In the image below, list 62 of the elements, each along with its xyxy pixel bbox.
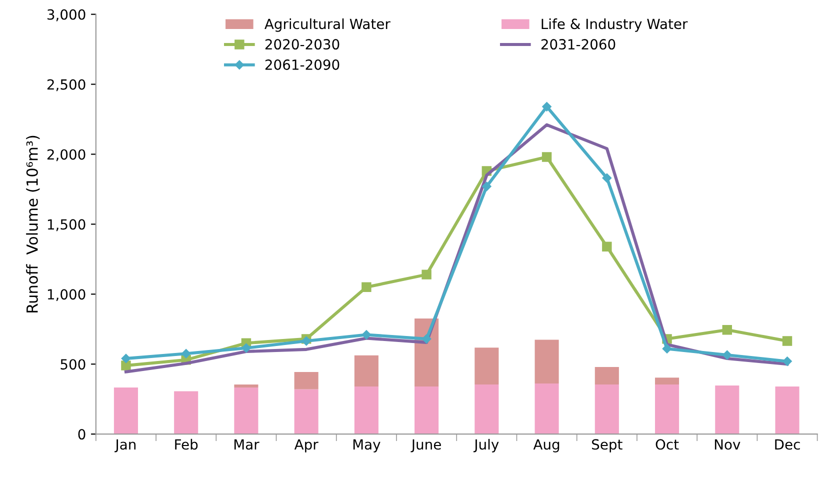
point xyxy=(482,182,492,192)
bar xyxy=(234,384,258,388)
x-tick-label: Mar xyxy=(234,439,260,450)
point xyxy=(782,356,792,366)
legend-label: 2061-2090 xyxy=(265,59,340,70)
bar xyxy=(414,386,439,434)
point xyxy=(542,102,552,112)
point xyxy=(662,344,672,354)
bar xyxy=(655,378,680,385)
bar xyxy=(354,355,378,386)
point xyxy=(602,242,612,252)
y-tick-label: 500 xyxy=(60,359,86,370)
x-tick-label: June xyxy=(410,439,441,452)
x-tick-label: Aug xyxy=(533,439,560,452)
point xyxy=(181,348,191,358)
bar xyxy=(715,386,740,434)
y-tick-label: 2,000 xyxy=(47,149,86,162)
point xyxy=(542,152,552,162)
legend-label: Life & Industry Water xyxy=(542,18,688,32)
y-axis-title: Runoff Volume (10⁶m³) xyxy=(26,136,40,312)
x-tick-label: Oct xyxy=(656,439,679,450)
y-tick-label: 2,500 xyxy=(47,79,86,92)
point xyxy=(782,336,792,346)
bar xyxy=(294,389,318,434)
x-tick-label: Dec xyxy=(775,439,800,450)
x-tick-label: July xyxy=(473,438,499,452)
x-tick-label: Jan xyxy=(114,439,136,452)
y-tick-label: 1,000 xyxy=(48,289,86,302)
point xyxy=(242,343,251,353)
bar xyxy=(594,367,619,385)
point xyxy=(121,354,131,364)
bar xyxy=(474,384,499,434)
bar xyxy=(534,384,559,434)
point xyxy=(422,334,432,344)
point xyxy=(722,324,732,335)
y-tick-label: 3,000 xyxy=(47,9,86,22)
bar xyxy=(354,386,378,434)
x-tick-label: Apr xyxy=(294,439,318,452)
point xyxy=(121,360,131,370)
point xyxy=(422,270,432,280)
y-tick-label: 1,500 xyxy=(48,219,86,232)
point xyxy=(362,282,372,292)
x-tick-label: Nov xyxy=(714,439,740,450)
bar xyxy=(594,384,619,434)
point xyxy=(362,330,372,340)
bar xyxy=(174,391,198,434)
bar xyxy=(474,348,499,385)
bar xyxy=(294,372,318,390)
bar xyxy=(655,384,680,434)
legend-label: Agricultural Water xyxy=(264,18,390,32)
x-tick-label: Sept xyxy=(592,439,622,452)
y-tick-label: 0 xyxy=(78,429,86,440)
legend-label: 2031-2060 xyxy=(541,39,616,50)
legend-label: 2020-2030 xyxy=(265,39,340,50)
bar xyxy=(534,340,559,384)
point xyxy=(602,173,612,183)
bar xyxy=(775,386,800,434)
x-tick-label: Feb xyxy=(175,438,198,450)
point xyxy=(722,350,732,360)
x-tick-label: May xyxy=(353,439,380,452)
bar xyxy=(234,387,258,434)
bar xyxy=(114,387,138,434)
